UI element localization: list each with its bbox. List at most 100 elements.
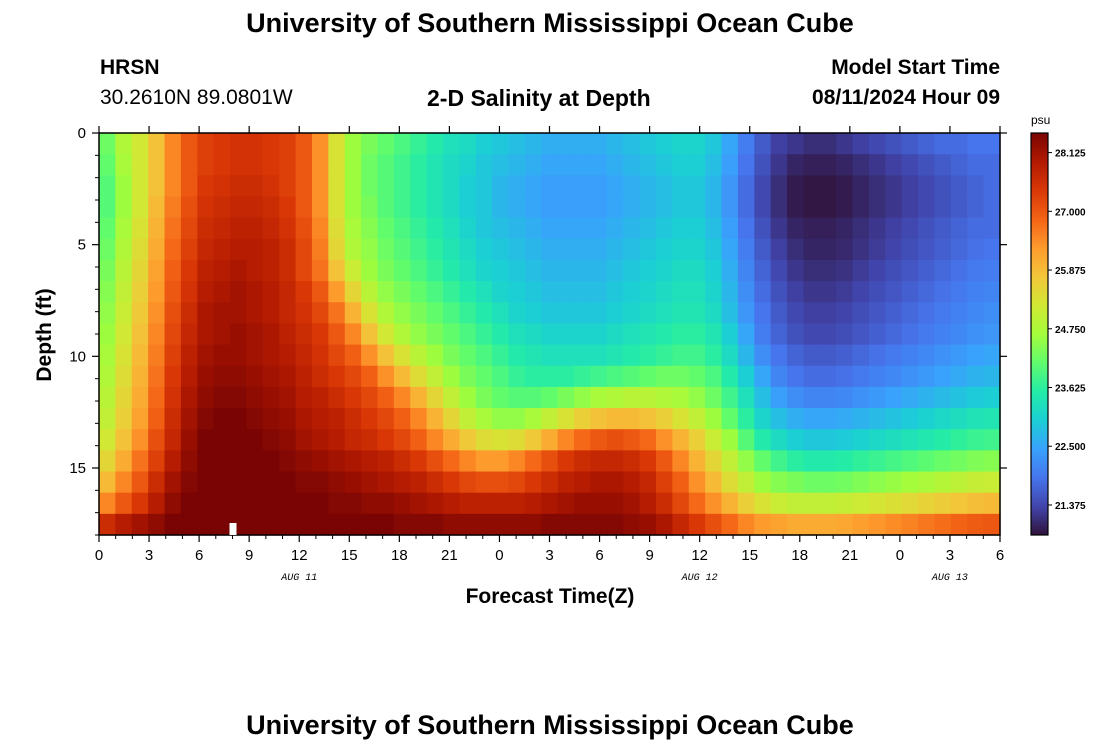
heatmap-cell: [574, 323, 592, 346]
heatmap-cell: [344, 154, 362, 176]
heatmap-cell: [885, 217, 903, 240]
x-tick-label: 9: [645, 547, 653, 564]
heatmap-cell: [705, 217, 723, 240]
heatmap-cell: [492, 133, 510, 155]
heatmap-cell: [655, 175, 673, 198]
heatmap-cell: [295, 259, 313, 282]
heatmap-cell: [672, 408, 690, 430]
heatmap-cell: [950, 450, 968, 473]
heatmap-cell: [475, 217, 493, 240]
heatmap-cell: [508, 133, 526, 155]
heatmap-cell: [377, 238, 395, 261]
x-axis-title-text: Forecast Time(Z): [465, 585, 635, 608]
heatmap-cell: [230, 386, 248, 409]
heatmap-cell: [148, 344, 166, 367]
heatmap-cell: [934, 133, 952, 155]
heatmap-cell: [606, 175, 624, 198]
heatmap-cell: [328, 344, 346, 367]
heatmap-cell: [721, 302, 739, 325]
heatmap-cell: [99, 154, 116, 176]
heatmap-cell: [148, 323, 166, 346]
heatmap-cell: [197, 408, 215, 430]
heatmap-cell: [901, 259, 919, 282]
heatmap-cell: [967, 344, 985, 367]
heatmap-cell: [524, 429, 542, 451]
heatmap-cell: [557, 217, 575, 240]
heatmap-cell: [787, 450, 805, 473]
heatmap-cell: [557, 492, 575, 515]
heatmap-cell: [148, 154, 166, 176]
heatmap-cell: [819, 302, 837, 325]
heatmap-cell: [246, 450, 264, 473]
heatmap-cell: [639, 344, 657, 367]
heatmap-cell: [426, 281, 444, 303]
heatmap-cell: [918, 238, 936, 261]
heatmap-cell: [131, 196, 149, 219]
x-tick-label: 6: [595, 547, 603, 564]
heatmap-cell: [311, 281, 329, 303]
heatmap-cell: [918, 281, 936, 303]
heatmap-cell: [197, 492, 215, 515]
heatmap-cell: [508, 259, 526, 282]
heatmap-cell: [967, 323, 985, 346]
heatmap-cell: [803, 154, 821, 176]
heatmap-cell: [279, 259, 297, 282]
heatmap-cell: [852, 175, 870, 198]
heatmap-cell: [672, 302, 690, 325]
heatmap-cell: [262, 344, 280, 367]
heatmap-cell: [393, 196, 411, 219]
heatmap-cell: [180, 196, 198, 219]
heatmap-cell: [475, 302, 493, 325]
heatmap-cell: [934, 471, 952, 494]
heatmap-cell: [672, 217, 690, 240]
heatmap-cell: [705, 133, 723, 155]
heatmap-cell: [590, 217, 608, 240]
heatmap-cell: [655, 386, 673, 409]
heatmap-cell: [180, 154, 198, 176]
heatmap-cell: [148, 429, 166, 451]
heatmap-cell: [737, 471, 755, 494]
heatmap-cell: [606, 302, 624, 325]
heatmap-cell: [344, 238, 362, 261]
heatmap-cell: [754, 429, 772, 451]
heatmap-cell: [672, 450, 690, 473]
heatmap-cell: [426, 365, 444, 388]
heatmap-cell: [737, 513, 755, 536]
heatmap-cell: [361, 429, 379, 451]
heatmap-cell: [279, 323, 297, 346]
heatmap-cell: [868, 323, 886, 346]
heatmap-cell: [770, 450, 788, 473]
heatmap-cell: [770, 217, 788, 240]
heatmap-cell: [836, 450, 854, 473]
heatmap-cell: [279, 365, 297, 388]
heatmap-cell: [295, 238, 313, 261]
heatmap-cell: [459, 450, 477, 473]
heatmap-cell: [705, 365, 723, 388]
heatmap-cell: [115, 154, 133, 176]
heatmap-cell: [688, 386, 706, 409]
heatmap-cell: [574, 259, 592, 282]
heatmap-cell: [197, 281, 215, 303]
heatmap-cell: [295, 386, 313, 409]
heatmap-cell: [885, 323, 903, 346]
colorbar-tick-label: 21.375: [1055, 501, 1086, 512]
heatmap-cell: [99, 238, 116, 261]
heatmap-cell: [279, 175, 297, 198]
heatmap-cell: [148, 175, 166, 198]
heatmap-cell: [934, 429, 952, 451]
heatmap-cell: [983, 281, 1001, 303]
heatmap-cell: [672, 133, 690, 155]
heatmap-cell: [492, 513, 510, 536]
heatmap-cell: [213, 365, 231, 388]
heatmap-cell: [868, 344, 886, 367]
heatmap-cell: [344, 386, 362, 409]
heatmap-cell: [344, 344, 362, 367]
date-label: AUG 11: [280, 573, 317, 584]
colorbar-tick-label: 27.000: [1055, 207, 1086, 218]
heatmap-cell: [705, 450, 723, 473]
heatmap-cell: [852, 450, 870, 473]
heatmap-cell: [885, 344, 903, 367]
heatmap-cell: [475, 175, 493, 198]
heatmap-cell: [164, 408, 182, 430]
heatmap-cell: [377, 323, 395, 346]
